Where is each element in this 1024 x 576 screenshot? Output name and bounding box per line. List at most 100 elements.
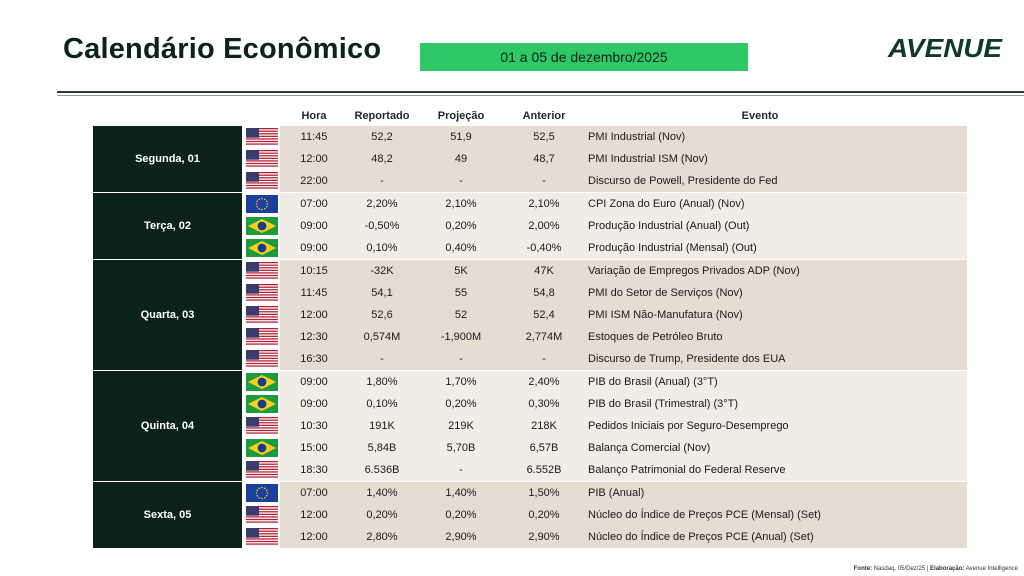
cell-hora: 15:00 — [300, 442, 328, 454]
cell-hora: 12:30 — [300, 331, 328, 343]
cell-anterior: 2,90% — [528, 531, 560, 543]
cell-hora: 09:00 — [300, 376, 328, 388]
cell-hora: 12:00 — [300, 309, 328, 321]
cell-evento: PIB (Anual) — [588, 487, 645, 499]
avenue-logo-mark: AVENUE — [887, 33, 1003, 63]
table-row: 12:00 0,20% 0,20% 0,20% Núcleo do Índice de … — [245, 504, 967, 526]
cell-evento: PMI ISM Não-Manufatura (Nov) — [588, 309, 743, 321]
cell-anterior: 2,10% — [528, 198, 560, 210]
date-range-badge: 01 a 05 de dezembro/2025 — [420, 43, 748, 71]
cell-anterior: 0,30% — [528, 398, 560, 410]
cell-reportado: 5,84B — [367, 442, 397, 454]
cell-hora: 07:00 — [300, 198, 328, 210]
cell-projecao: 0,40% — [445, 242, 477, 254]
cell-evento: Pedidos Iniciais por Seguro-Desemprego — [588, 420, 789, 432]
us-flag-icon — [246, 128, 278, 145]
table-row: 07:00 2,20% 2,10% 2,10% CPI Zona do Euro (An… — [245, 193, 967, 215]
us-flag-icon — [246, 417, 278, 434]
cell-hora: 16:30 — [300, 353, 328, 365]
cell-anterior: 1,50% — [528, 487, 560, 499]
header-divider-thin — [57, 95, 1024, 96]
table-row: 09:00 0,10% 0,40% -0,40% Produção Industrial… — [245, 237, 967, 259]
flag-cell — [245, 170, 280, 192]
flag-cell — [245, 304, 280, 326]
cell-projecao: 51,9 — [450, 131, 472, 143]
page-title: Calendário Econômico — [63, 33, 382, 65]
cell-hora: 18:30 — [300, 464, 328, 476]
table-row: 16:30 - - - Discurso de Trump, Presidente do… — [245, 348, 967, 370]
flag-cell — [245, 282, 280, 304]
cell-projecao: 1,70% — [445, 376, 477, 388]
cell-projecao: 219K — [448, 420, 474, 432]
cell-reportado: 0,20% — [366, 509, 398, 521]
flag-cell — [245, 526, 280, 548]
cell-evento: CPI Zona do Euro (Anual) (Nov) — [588, 198, 745, 210]
table-header: Hora Reportado Projeção Anterior Evento — [0, 110, 1024, 126]
header-hora: Hora — [301, 110, 327, 122]
cell-anterior: 218K — [531, 420, 557, 432]
table-row: 09:00 1,80% 1,70% 2,40% PIB do Brasil (Anual… — [245, 371, 967, 393]
cell-anterior: 6.552B — [526, 464, 562, 476]
table-row: 10:30 191K 219K 218K Pedidos Iniciais por Se… — [245, 415, 967, 437]
cell-reportado: 1,40% — [366, 487, 398, 499]
cell-hora: 12:00 — [300, 531, 328, 543]
flag-cell — [245, 193, 280, 215]
flag-cell — [245, 371, 280, 393]
us-flag-icon — [246, 262, 278, 279]
footer-source: Fonte: Nasdaq, 05/Dez/25 | Elaboração: A… — [854, 566, 1018, 572]
cell-anterior: 6,57B — [529, 442, 559, 454]
footer-elab-label: Elaboração: — [930, 566, 965, 572]
cell-evento: Balanço Patrimonial do Federal Reserve — [588, 464, 786, 476]
flag-cell — [245, 326, 280, 348]
table-row: 12:00 48,2 49 48,7 PMI Industrial ISM (Nov) — [245, 148, 967, 170]
cell-projecao: 0,20% — [445, 220, 477, 232]
cell-hora: 09:00 — [300, 398, 328, 410]
cell-projecao: - — [459, 464, 463, 476]
cell-projecao: 5,70B — [446, 442, 476, 454]
cell-reportado: 0,10% — [366, 242, 398, 254]
cell-reportado: 2,20% — [366, 198, 398, 210]
table-row: 11:45 54,1 55 54,8 PMI do Setor de Serviços … — [245, 282, 967, 304]
us-flag-icon — [246, 150, 278, 167]
cell-projecao: -1,900M — [440, 331, 482, 343]
cell-anterior: 52,5 — [533, 131, 555, 143]
cell-evento: Núcleo do Índice de Preços PCE (Mensal) … — [588, 509, 821, 521]
cell-hora: 10:15 — [300, 265, 328, 277]
cell-projecao: 55 — [454, 287, 468, 299]
brazil-flag-icon — [246, 439, 278, 457]
cell-reportado: 52,2 — [371, 131, 393, 143]
us-flag-icon — [246, 461, 278, 478]
cell-evento: PIB do Brasil (Trimestral) (3°T) — [588, 398, 739, 410]
cell-projecao: 2,90% — [445, 531, 477, 543]
cell-anterior: 2,00% — [528, 220, 560, 232]
flag-cell — [245, 348, 280, 370]
us-flag-icon — [246, 172, 278, 189]
cell-evento: Balança Comercial (Nov) — [588, 442, 711, 454]
us-flag-icon — [246, 506, 278, 523]
table-row: 22:00 - - - Discurso de Powell, Presidente d… — [245, 170, 967, 192]
cell-hora: 09:00 — [300, 242, 328, 254]
flag-cell — [245, 504, 280, 526]
cell-reportado: 52,6 — [371, 309, 393, 321]
cell-reportado: 48,2 — [371, 153, 393, 165]
cell-projecao: 52 — [454, 309, 468, 321]
day-label: Terça, 02 — [93, 193, 242, 259]
cell-reportado: -0,50% — [364, 220, 400, 232]
footer-fonte-text: Nasdaq, 05/Dez/25 | — [872, 566, 931, 572]
table-row: 09:00 0,10% 0,20% 0,30% PIB do Brasil (Trime… — [245, 393, 967, 415]
cell-projecao: 49 — [454, 153, 468, 165]
cell-reportado: 191K — [369, 420, 395, 432]
table-row: 09:00 -0,50% 0,20% 2,00% Produção Industrial… — [245, 215, 967, 237]
flag-cell — [245, 237, 280, 259]
cell-evento: PIB do Brasil (Anual) (3°T) — [588, 376, 718, 388]
cell-reportado: 2,80% — [366, 531, 398, 543]
cell-hora: 10:30 — [300, 420, 328, 432]
cell-anterior: 2,40% — [528, 376, 560, 388]
header-projecao: Projeção — [437, 110, 485, 122]
flag-cell — [245, 260, 280, 282]
cell-anterior: 48,7 — [533, 153, 555, 165]
footer-fonte-label: Fonte: — [853, 566, 873, 572]
cell-projecao: - — [459, 175, 463, 187]
flag-cell — [245, 215, 280, 237]
flag-cell — [245, 393, 280, 415]
